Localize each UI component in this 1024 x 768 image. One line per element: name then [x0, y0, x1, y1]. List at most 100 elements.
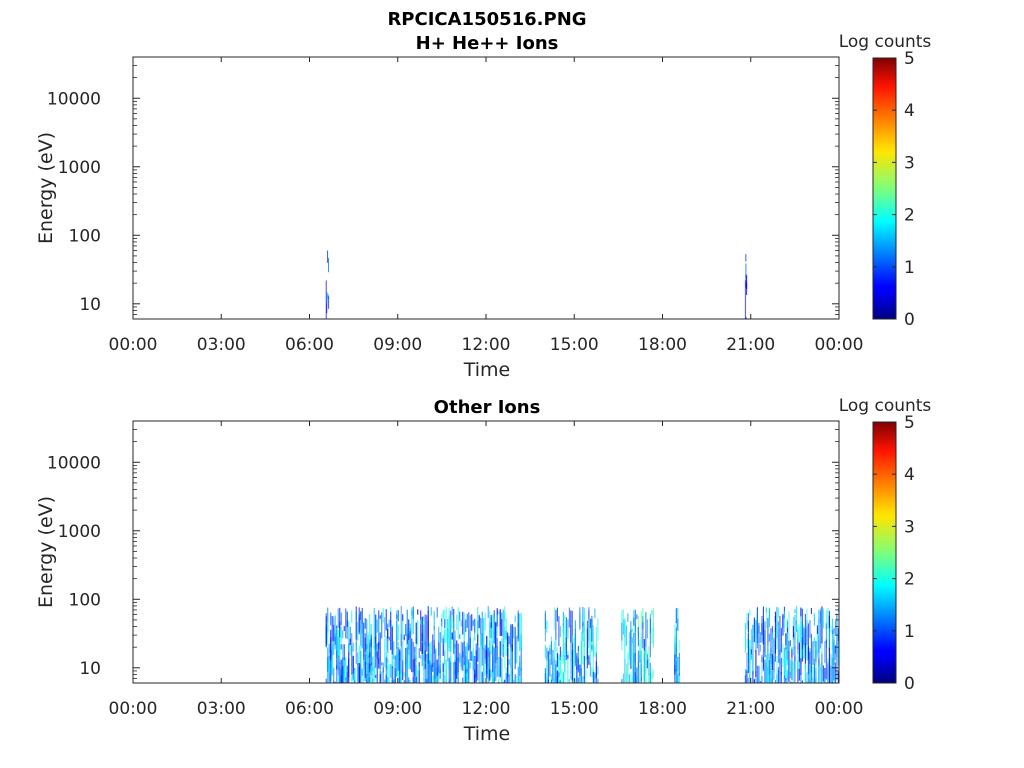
data-mark — [477, 606, 479, 635]
data-mark — [558, 654, 560, 683]
data-mark — [637, 650, 639, 683]
data-mark — [759, 631, 761, 643]
data-mark — [827, 664, 829, 680]
data-mark — [645, 612, 647, 636]
data-mark — [334, 633, 336, 645]
x-tick-label: 09:00 — [373, 335, 422, 355]
data-mark — [471, 651, 473, 662]
data-mark — [388, 636, 390, 641]
data-mark — [807, 623, 809, 660]
data-mark — [337, 608, 339, 629]
data-mark — [373, 662, 375, 683]
data-mark — [357, 621, 359, 641]
data-mark — [556, 653, 558, 668]
data-mark — [514, 626, 516, 670]
data-mark — [393, 660, 395, 683]
data-mark — [456, 614, 458, 631]
data-mark — [789, 659, 791, 675]
data-mark — [800, 607, 802, 617]
data-mark — [343, 644, 345, 661]
data-mark — [352, 673, 354, 683]
data-mark — [415, 622, 417, 644]
data-mark — [591, 666, 593, 678]
data-mark — [453, 621, 455, 651]
data-mark — [594, 646, 596, 658]
data-mark — [780, 657, 782, 675]
data-mark — [562, 612, 564, 634]
data-mark — [466, 643, 468, 683]
data-mark — [640, 611, 642, 647]
data-mark — [381, 612, 383, 639]
x-tick-label: 00:00 — [815, 699, 864, 719]
data-mark — [828, 630, 830, 640]
data-mark — [824, 667, 826, 683]
data-mark — [785, 639, 787, 650]
data-mark — [752, 624, 754, 643]
data-mark — [444, 641, 446, 679]
data-mark — [582, 631, 584, 665]
data-mark — [465, 646, 467, 673]
data-mark — [746, 275, 748, 289]
data-mark — [810, 665, 812, 683]
data-mark — [674, 654, 676, 683]
data-mark — [807, 646, 809, 675]
data-mark — [568, 607, 570, 628]
data-mark — [634, 652, 636, 683]
data-mark — [677, 659, 679, 683]
data-mark — [819, 663, 821, 671]
data-mark — [586, 620, 588, 659]
data-mark — [390, 611, 392, 650]
data-mark — [622, 673, 624, 683]
data-mark — [496, 614, 498, 637]
data-mark — [776, 655, 778, 683]
data-mark — [583, 636, 585, 667]
data-mark — [513, 626, 515, 639]
data-mark — [450, 661, 452, 683]
data-mark — [390, 607, 392, 612]
x-tick-label: 06:00 — [285, 699, 334, 719]
axes: 00:00 03:00 06:00 09:00 12:00 15:00 18:00 21:00… — [47, 56, 864, 355]
axes: 00:00 03:00 06:00 09:00 12:00 15:00 18:00 21:00… — [47, 420, 864, 719]
data-mark — [393, 641, 395, 660]
data-mark — [331, 640, 333, 656]
data-mark — [492, 644, 494, 673]
data-mark — [370, 665, 372, 683]
colorbar-tick-label: 2 — [904, 206, 915, 226]
data-mark — [819, 610, 821, 649]
data-mark — [837, 628, 839, 642]
data-mark — [423, 616, 425, 621]
data-mark — [768, 633, 770, 642]
data-mark — [549, 658, 551, 677]
data-mark — [795, 605, 797, 629]
data-mark — [399, 651, 401, 683]
data-mark — [585, 656, 587, 661]
data-mark — [567, 650, 569, 683]
data-mark — [360, 611, 362, 646]
data-mark — [340, 644, 342, 650]
data-mark — [783, 610, 785, 633]
data-mark — [363, 657, 365, 683]
data-mark — [469, 637, 471, 661]
activity-interval — [744, 605, 839, 683]
data-mark — [363, 622, 365, 661]
data-mark — [777, 670, 779, 683]
data-mark — [441, 614, 443, 618]
data-mark — [514, 674, 516, 683]
x-tick-label: 03:00 — [197, 335, 246, 355]
data-mark — [406, 634, 408, 645]
data-mark — [406, 609, 408, 637]
data-mark — [645, 646, 647, 683]
data-mark — [801, 636, 803, 649]
data-mark — [821, 662, 823, 683]
data-mark — [348, 621, 350, 653]
data-mark — [783, 678, 785, 683]
data-mark — [339, 621, 341, 630]
data-mark — [567, 619, 569, 639]
data-mark — [785, 648, 787, 680]
colorbar-label: Log counts — [839, 32, 932, 52]
x-tick-label: 21:00 — [726, 699, 775, 719]
data-mark — [828, 610, 830, 628]
data-mark — [447, 630, 449, 652]
data-mark — [409, 630, 411, 670]
data-mark — [786, 632, 788, 666]
